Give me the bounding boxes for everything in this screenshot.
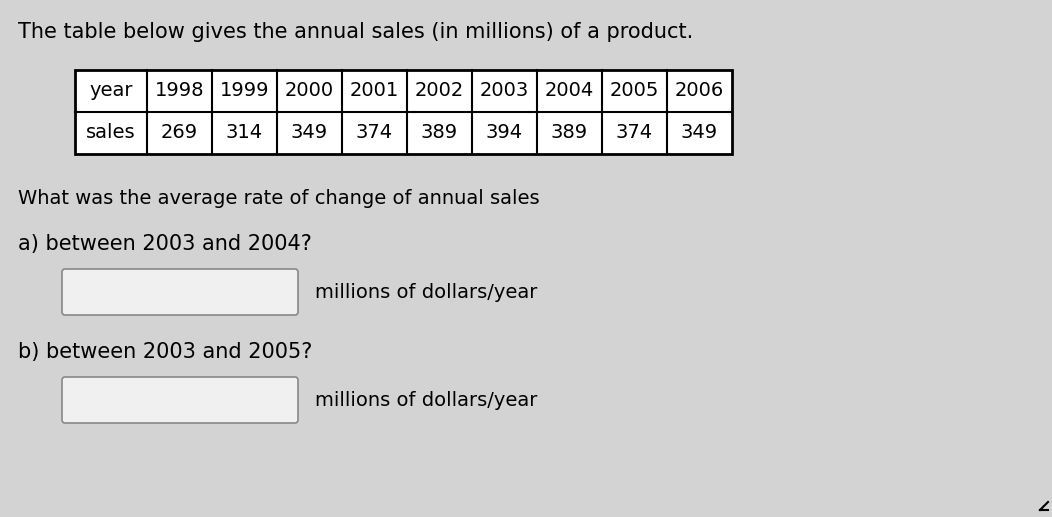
FancyBboxPatch shape [62,377,298,423]
Text: 2003: 2003 [480,82,529,100]
Text: The table below gives the annual sales (in millions) of a product.: The table below gives the annual sales (… [18,22,693,42]
Text: a) between 2003 and 2004?: a) between 2003 and 2004? [18,234,311,254]
Text: 389: 389 [551,124,588,143]
Text: What was the average rate of change of annual sales: What was the average rate of change of a… [18,189,540,208]
Bar [75,70,732,154]
Text: 2000: 2000 [285,82,335,100]
Text: 269: 269 [161,124,198,143]
Text: b) between 2003 and 2005?: b) between 2003 and 2005? [18,342,312,362]
Text: year: year [89,82,133,100]
Text: 2006: 2006 [675,82,724,100]
Text: millions of dollars/year: millions of dollars/year [315,390,538,409]
Text: 374: 374 [615,124,653,143]
Text: sales: sales [86,124,136,143]
Text: 389: 389 [421,124,458,143]
Text: 2004: 2004 [545,82,594,100]
Text: 2002: 2002 [414,82,464,100]
Text: 2001: 2001 [350,82,399,100]
Text: 349: 349 [681,124,719,143]
Text: 1998: 1998 [155,82,204,100]
Text: millions of dollars/year: millions of dollars/year [315,282,538,301]
Text: 374: 374 [356,124,393,143]
Text: 349: 349 [291,124,328,143]
Text: 314: 314 [226,124,263,143]
FancyBboxPatch shape [62,269,298,315]
Text: 1999: 1999 [220,82,269,100]
Text: 2005: 2005 [610,82,660,100]
Text: 394: 394 [486,124,523,143]
